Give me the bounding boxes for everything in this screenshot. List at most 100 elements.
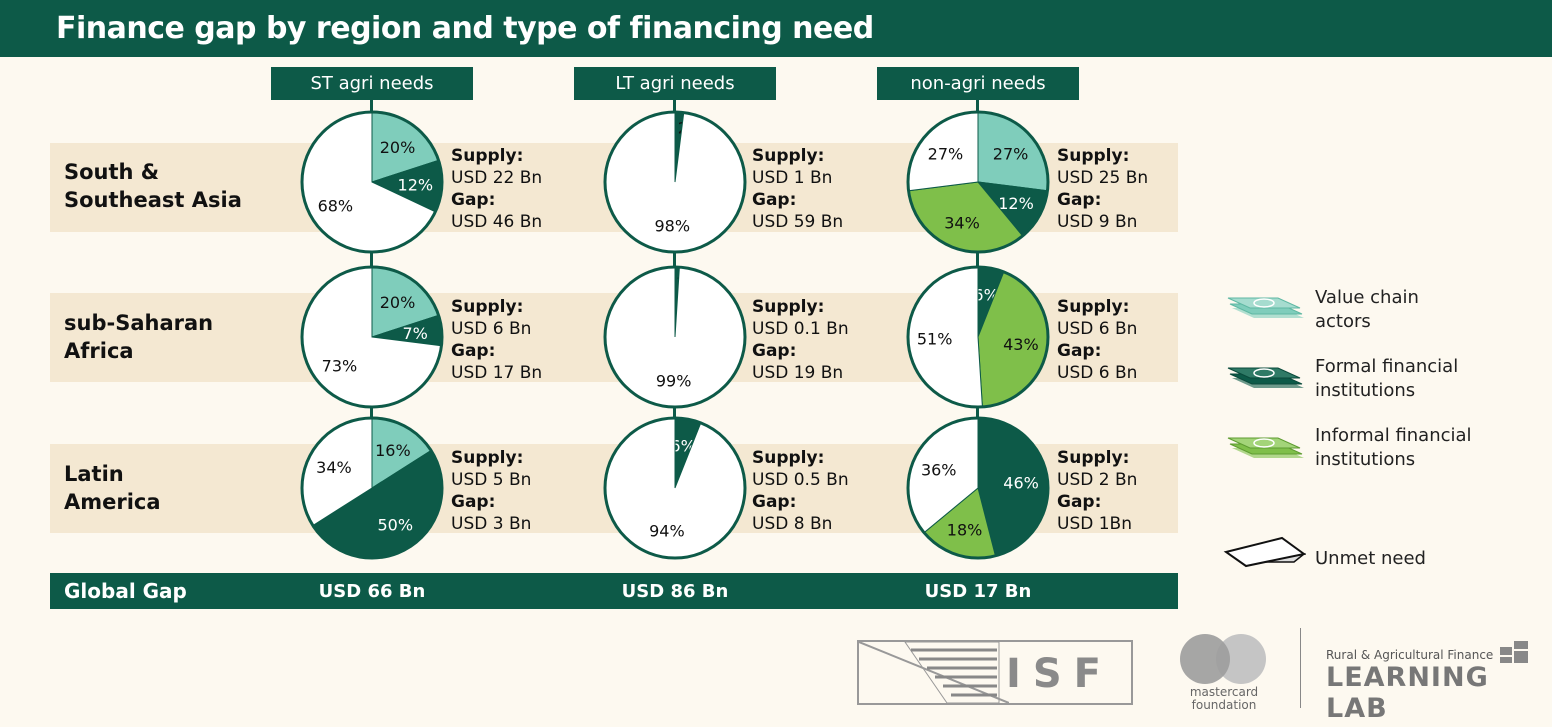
banknote-icon (1227, 437, 1304, 458)
region-label-south-asia: South & Southeast Asia (64, 158, 242, 214)
gap-label: Gap: (451, 492, 496, 512)
pie-slice-label: 99% (656, 371, 692, 390)
page-title: Finance gap by region and type of financ… (56, 11, 874, 46)
legend-line: institutions (1315, 380, 1416, 401)
pie-chart: 6%94% (603, 416, 747, 560)
column-header-nonagri: non-agri needs (877, 67, 1079, 100)
pie-slice-label: 7% (403, 324, 428, 343)
column-header-st: ST agri needs (271, 67, 473, 100)
connector-line (370, 251, 373, 267)
legend-label-unmet: Unmet need (1315, 547, 1426, 571)
supply-label: Supply: (451, 448, 524, 468)
pie-slice-label: 16% (375, 441, 411, 460)
gap-value: USD 59 Bn (752, 212, 844, 232)
supply-gap-block: Supply: USD 1 Bn Gap: USD 59 Bn (752, 145, 843, 233)
supply-gap-block: Supply: USD 0.1 Bn Gap: USD 19 Bn (752, 296, 849, 384)
supply-value: USD 6 Bn (1057, 319, 1138, 339)
supply-label: Supply: (1057, 448, 1130, 468)
pie-slice-label: 36% (921, 461, 957, 480)
supply-gap-block: Supply: USD 25 Bn Gap: USD 9 Bn (1057, 145, 1148, 233)
mastercard-foundation-logo: mastercard foundation (1180, 634, 1270, 714)
supply-value: USD 2 Bn (1057, 470, 1138, 490)
pie-slice-label: 43% (1003, 335, 1039, 354)
legend-item-value-chain (1222, 288, 1306, 326)
pie-outline (906, 416, 1050, 560)
connector-line (370, 402, 373, 418)
gap-label: Gap: (752, 341, 797, 361)
global-gap-bar: Global Gap USD 66 Bn USD 86 Bn USD 17 Bn (50, 573, 1178, 609)
pie-outline (300, 265, 444, 409)
legend-label-value-chain: Value chain actors (1315, 286, 1419, 334)
pie-chart: 20% 7% 73% (300, 265, 444, 409)
pie-slice-label: 20% (380, 293, 416, 312)
gap-value: USD 46 Bn (451, 212, 543, 232)
learning-lab-title: LEARNING LAB (1326, 662, 1489, 724)
pie-slice-label: 73% (322, 357, 358, 376)
region-line: South & (64, 160, 160, 184)
supply-gap-block: Supply: USD 6 Bn Gap: USD 6 Bn (1057, 296, 1137, 384)
legend-label-informal: Informal financial institutions (1315, 424, 1472, 472)
supply-value: USD 6 Bn (451, 319, 532, 339)
gap-value: USD 8 Bn (752, 514, 833, 534)
pie-outline (906, 110, 1050, 254)
pie-chart: 1%99% (603, 265, 747, 409)
pie-chart: 46% 18% 36% (906, 416, 1050, 560)
legend-line: Formal financial (1315, 356, 1459, 377)
gap-label: Gap: (451, 341, 496, 361)
gap-value: USD 6 Bn (1057, 363, 1138, 383)
pie-chart: 20% 12% 68% (300, 110, 444, 254)
legend-item-unmet (1222, 534, 1307, 574)
banknote-icon (1227, 297, 1304, 318)
pie-outline (300, 416, 444, 560)
pie-slice-label: 98% (654, 216, 690, 235)
global-gap-value-st: USD 66 Bn (318, 581, 426, 602)
legend-line: actors (1315, 311, 1371, 332)
gap-value: USD 3 Bn (451, 514, 532, 534)
gap-label: Gap: (752, 492, 797, 512)
supply-label: Supply: (1057, 146, 1130, 166)
connector-line (976, 402, 979, 418)
isf-logo: ISF (857, 640, 1133, 705)
pie-slice-label: 12% (398, 176, 434, 195)
legend-line: Unmet need (1315, 548, 1426, 569)
gap-value: USD 19 Bn (752, 363, 844, 383)
gap-label: Gap: (1057, 190, 1102, 210)
banknote-icon (1227, 367, 1304, 388)
supply-label: Supply: (752, 146, 825, 166)
region-label-ssa: sub-Saharan Africa (64, 309, 213, 365)
pie-slice-label: 12% (998, 194, 1034, 213)
pie-slice-label: 27% (993, 144, 1029, 163)
connector-line (673, 251, 676, 267)
logo-line: mastercard (1189, 685, 1259, 699)
learning-lab-icon (1500, 641, 1528, 663)
mastercard-logo-text: mastercard foundation (1174, 686, 1274, 712)
legend-line: Value chain (1315, 287, 1419, 308)
region-line: Southeast Asia (64, 188, 242, 212)
supply-label: Supply: (752, 448, 825, 468)
supply-gap-block: Supply: USD 0.5 Bn Gap: USD 8 Bn (752, 447, 849, 535)
pie-chart: 16% 50% 34% (300, 416, 444, 560)
pie-slice-label: 46% (1003, 474, 1039, 493)
pie-outline (603, 265, 747, 409)
pie-slice-label: 34% (944, 213, 980, 232)
pie-outline (906, 265, 1050, 409)
gap-value: USD 1Bn (1057, 514, 1132, 534)
region-label-latam: Latin America (64, 460, 161, 516)
gap-value: USD 9 Bn (1057, 212, 1138, 232)
supply-label: Supply: (1057, 297, 1130, 317)
logo-divider (1300, 628, 1301, 708)
pie-outline (300, 110, 444, 254)
blank-sheet-icon (1223, 536, 1307, 568)
pie-slice-label: 51% (917, 329, 953, 348)
pie-slice-label: 68% (318, 196, 354, 215)
gap-value: USD 17 Bn (451, 363, 543, 383)
supply-value: USD 0.1 Bn (752, 319, 849, 339)
global-gap-value-lt: USD 86 Bn (621, 581, 729, 602)
supply-value: USD 0.5 Bn (752, 470, 849, 490)
pie-slice-label: 20% (380, 138, 416, 157)
supply-gap-block: Supply: USD 2 Bn Gap: USD 1Bn (1057, 447, 1137, 535)
supply-label: Supply: (451, 297, 524, 317)
supply-value: USD 1 Bn (752, 168, 833, 188)
gap-label: Gap: (1057, 492, 1102, 512)
supply-gap-block: Supply: USD 22 Bn Gap: USD 46 Bn (451, 145, 542, 233)
